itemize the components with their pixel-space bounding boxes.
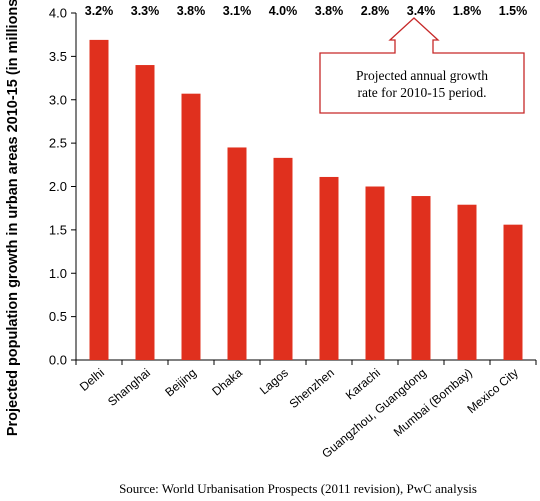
y-tick-label: 2.5 [49, 136, 67, 151]
category-label: Lagos [257, 366, 291, 398]
y-axis-label-line-1: Projected population growth in urban are… [5, 0, 21, 436]
bar [411, 196, 431, 360]
y-tick-label: 2.0 [49, 179, 67, 194]
y-axis-label: Projected population growth in urban are… [5, 0, 21, 436]
growth-rate-callout: Projected annual growth rate for 2010-15… [319, 17, 525, 114]
category-label: Shenzhen [287, 366, 337, 411]
category-label: Dhaka [209, 365, 245, 398]
callout-box [319, 17, 525, 114]
growth-label: 3.1% [223, 4, 252, 18]
y-tick-label: 3.0 [49, 92, 67, 107]
bar [457, 204, 477, 360]
bar [181, 93, 201, 361]
bar [227, 147, 247, 360]
y-tick-label: 1.0 [49, 266, 67, 281]
category-label: Karachi [343, 366, 383, 403]
y-tick-label: 0.5 [49, 309, 67, 324]
bar [135, 65, 155, 361]
category-label: Beijing [162, 366, 199, 400]
growth-label: 3.8% [177, 4, 206, 18]
y-tick-label: 0.0 [49, 353, 67, 368]
growth-label: 3.8% [315, 4, 344, 18]
growth-label: 4.0% [269, 4, 298, 18]
callout-line-1: Projected annual growth [356, 68, 488, 83]
growth-label: 3.4% [407, 4, 436, 18]
category-label: Delhi [77, 366, 107, 394]
category-label: Mexico City [464, 366, 521, 417]
source-note: Source: World Urbanisation Prospects (20… [119, 481, 477, 496]
callout-line-2: rate for 2010-15 period. [358, 85, 487, 100]
bar [503, 224, 523, 360]
bars [89, 39, 523, 361]
bar [319, 176, 339, 360]
y-tick-label: 4.0 [49, 6, 67, 21]
growth-label: 3.2% [85, 4, 114, 18]
bar [89, 39, 109, 361]
category-label: Shanghai [105, 366, 153, 409]
category-label: Mumbai (Bombay) [391, 366, 475, 440]
bar [273, 157, 293, 360]
y-tick-label: 1.5 [49, 222, 67, 237]
y-tick-label: 3.5 [49, 49, 67, 64]
growth-label: 1.5% [499, 4, 528, 18]
growth-label: 1.8% [453, 4, 482, 18]
growth-label: 3.3% [131, 4, 160, 18]
x-axis [75, 359, 537, 365]
growth-label: 2.8% [361, 4, 390, 18]
growth-labels: 3.2% 3.3% 3.8% 3.1% 4.0% 3.8% 2.8% 3.4% 1.8% 1.5% [85, 4, 528, 18]
y-axis: 0.0 0.5 1.0 1.5 2.0 2.5 3.0 3.5 4.0 [49, 6, 77, 368]
bar [365, 186, 385, 360]
